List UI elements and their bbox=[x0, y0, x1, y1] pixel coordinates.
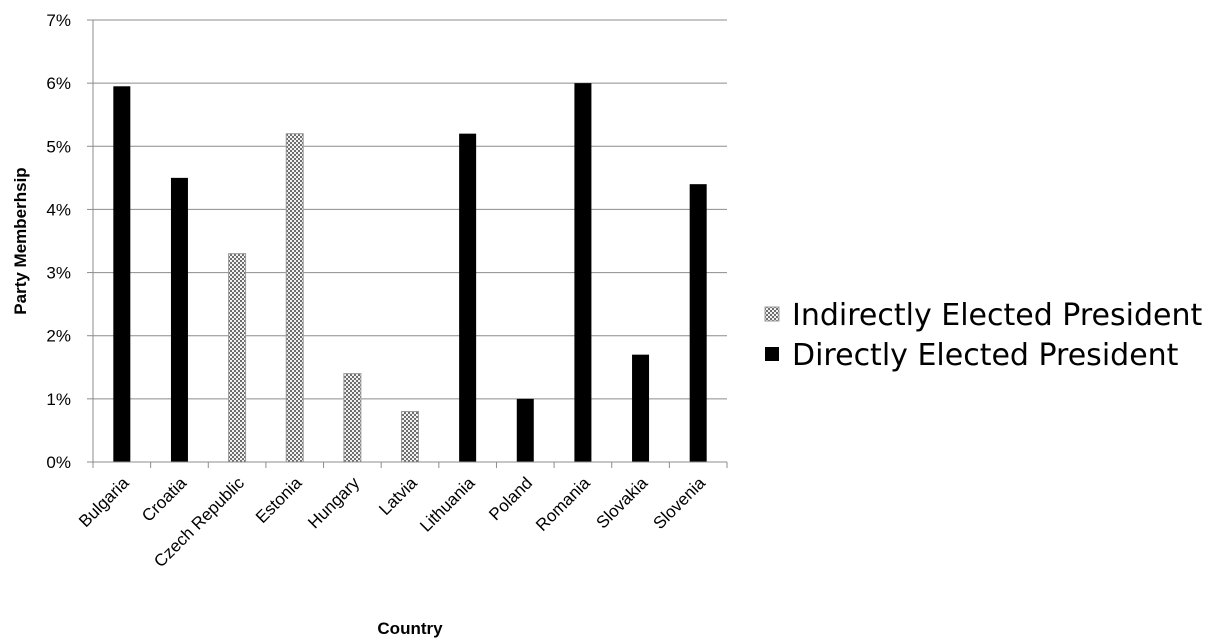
bar-bulgaria bbox=[113, 86, 131, 463]
x-tick-label: Hungary bbox=[304, 473, 363, 532]
y-tick-label: 0% bbox=[46, 453, 71, 472]
bar-latvia bbox=[401, 410, 419, 463]
bar-romania bbox=[574, 83, 592, 463]
y-tick-label: 5% bbox=[46, 137, 71, 156]
y-tick-label: 6% bbox=[46, 74, 71, 93]
x-tick-label: Slovenia bbox=[649, 473, 709, 533]
legend: Indirectly Elected President Directly Ele… bbox=[764, 298, 1202, 373]
y-tick-label: 4% bbox=[46, 200, 71, 219]
y-tick-label: 7% bbox=[46, 11, 71, 30]
x-tick-label: Poland bbox=[485, 473, 536, 524]
legend-swatch bbox=[764, 306, 780, 322]
legend-label: Directly Elected President bbox=[792, 338, 1179, 373]
bar-lithuania bbox=[459, 133, 477, 462]
bar-slovenia bbox=[689, 184, 707, 462]
y-axis-title: Party Memberhsip bbox=[11, 167, 30, 314]
x-tick-label: Latvia bbox=[375, 473, 421, 519]
x-tick-label: Croatia bbox=[138, 473, 191, 526]
bar-hungary bbox=[343, 373, 362, 463]
x-tick-label: Slovakia bbox=[592, 473, 651, 532]
x-tick-label: Bulgaria bbox=[75, 473, 133, 531]
y-tick-label: 3% bbox=[46, 264, 71, 283]
legend-swatch bbox=[765, 347, 779, 361]
x-tick-label: Romania bbox=[532, 473, 594, 535]
y-tick-label: 2% bbox=[46, 327, 71, 346]
x-tick-label: Estonia bbox=[252, 473, 306, 527]
x-axis-title: Country bbox=[377, 619, 443, 638]
bar-slovakia bbox=[632, 354, 650, 462]
x-tick-label: Lithuania bbox=[416, 473, 479, 536]
bar-croatia bbox=[170, 177, 188, 462]
gridlines bbox=[93, 19, 727, 400]
bar-poland bbox=[516, 398, 534, 462]
bars-group bbox=[113, 83, 707, 463]
legend-label: Indirectly Elected President bbox=[792, 298, 1202, 333]
y-tick-label: 1% bbox=[46, 390, 71, 409]
bar-estonia bbox=[285, 133, 304, 463]
bar-czech-republic bbox=[228, 253, 247, 463]
axes-group bbox=[87, 19, 728, 468]
